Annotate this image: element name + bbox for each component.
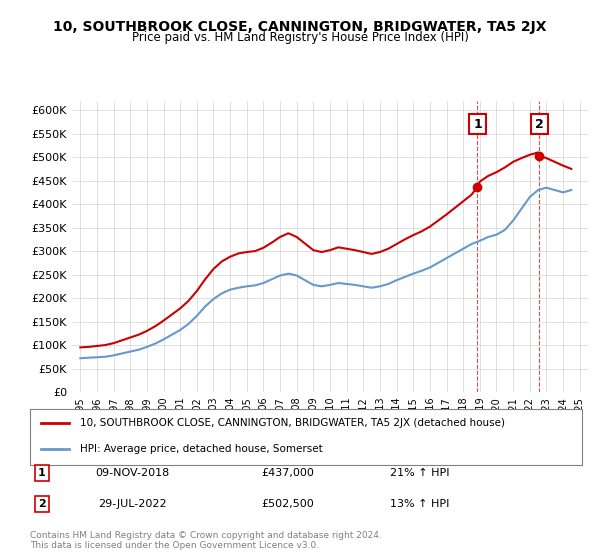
Text: 21% ↑ HPI: 21% ↑ HPI (390, 468, 450, 478)
Text: HPI: Average price, detached house, Somerset: HPI: Average price, detached house, Some… (80, 444, 322, 454)
Text: 29-JUL-2022: 29-JUL-2022 (98, 499, 166, 509)
Text: £437,000: £437,000 (262, 468, 314, 478)
Text: Price paid vs. HM Land Registry's House Price Index (HPI): Price paid vs. HM Land Registry's House … (131, 31, 469, 44)
Text: £502,500: £502,500 (262, 499, 314, 509)
Text: 13% ↑ HPI: 13% ↑ HPI (391, 499, 449, 509)
FancyBboxPatch shape (30, 409, 582, 465)
Text: 1: 1 (473, 118, 482, 130)
Text: 10, SOUTHBROOK CLOSE, CANNINGTON, BRIDGWATER, TA5 2JX: 10, SOUTHBROOK CLOSE, CANNINGTON, BRIDGW… (53, 20, 547, 34)
Text: 10, SOUTHBROOK CLOSE, CANNINGTON, BRIDGWATER, TA5 2JX (detached house): 10, SOUTHBROOK CLOSE, CANNINGTON, BRIDGW… (80, 418, 505, 428)
Text: 2: 2 (535, 118, 544, 130)
Text: Contains HM Land Registry data © Crown copyright and database right 2024.
This d: Contains HM Land Registry data © Crown c… (30, 530, 382, 550)
Text: 1: 1 (38, 468, 46, 478)
Text: 09-NOV-2018: 09-NOV-2018 (95, 468, 169, 478)
Text: 2: 2 (38, 499, 46, 509)
